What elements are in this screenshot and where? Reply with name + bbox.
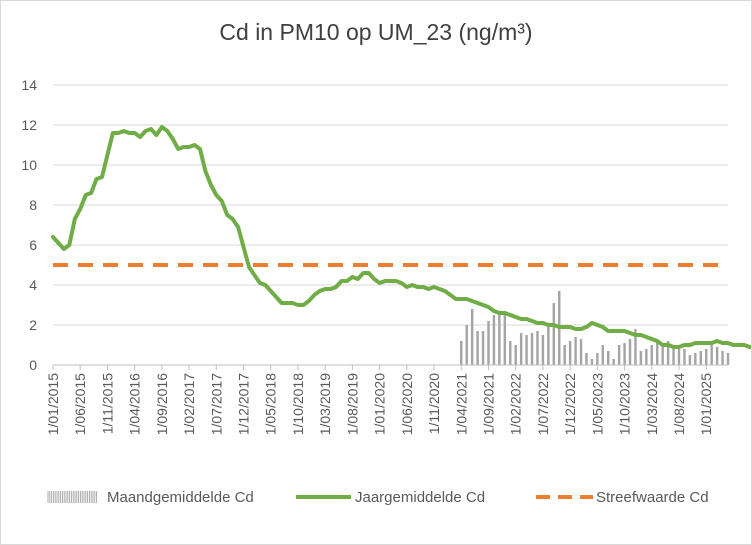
y-tick-label: 4 — [29, 277, 37, 293]
x-tick-label: 1/04/2016 — [127, 373, 143, 435]
bar-monthly — [476, 331, 479, 365]
x-tick-label: 1/01/2015 — [45, 373, 61, 435]
bar-monthly — [661, 343, 664, 365]
bar-monthly — [579, 339, 583, 365]
x-tick-label: 1/05/2018 — [263, 373, 279, 435]
x-tick-label: 1/10/2018 — [290, 373, 306, 435]
bar-monthly — [607, 351, 610, 365]
bar-monthly — [574, 337, 577, 365]
x-tick-label: 1/11/2015 — [99, 373, 115, 434]
bar-monthly — [705, 349, 708, 365]
bar-monthly — [590, 359, 594, 365]
bar-monthly — [530, 333, 534, 365]
bar-monthly — [601, 345, 605, 365]
bar-monthly — [645, 349, 648, 365]
x-tick-label: 1/09/2021 — [480, 373, 496, 435]
bar-monthly — [536, 331, 539, 365]
bar-monthly — [563, 345, 566, 365]
legend-label-monthly: Maandgemiddelde Cd — [107, 489, 254, 506]
y-tick-label: 6 — [29, 237, 37, 253]
bar-monthly — [492, 315, 496, 365]
bar-monthly — [541, 335, 545, 365]
y-tick-label: 10 — [21, 157, 37, 173]
bar-monthly — [715, 347, 719, 365]
bar-monthly — [509, 341, 512, 365]
x-tick-label: 1/12/2022 — [562, 373, 578, 435]
y-tick-label: 2 — [29, 317, 37, 333]
monthly-bars — [460, 291, 730, 365]
y-tick-label: 0 — [29, 357, 37, 373]
legend: Maandgemiddelde Cd Jaargemiddelde Cd Stree… — [47, 489, 709, 506]
bar-monthly — [465, 325, 468, 365]
bar-monthly — [628, 339, 632, 365]
x-tick-label: 1/01/2025 — [698, 373, 714, 435]
bar-monthly — [487, 321, 490, 365]
bar-monthly — [514, 345, 517, 365]
annual-line-group — [51, 125, 751, 349]
x-tick-label: 1/02/2022 — [508, 373, 524, 435]
bar-monthly — [710, 345, 713, 365]
bar-monthly — [634, 329, 637, 365]
bar-monthly — [503, 313, 507, 365]
bar-monthly — [656, 341, 659, 365]
x-tick-label: 1/02/2017 — [181, 373, 197, 435]
bar-monthly — [612, 359, 615, 365]
bar-monthly — [650, 345, 654, 365]
bar-monthly — [568, 341, 572, 365]
x-tick-label: 1/03/2019 — [317, 373, 333, 435]
bar-monthly — [552, 303, 556, 365]
bar-monthly — [596, 353, 599, 365]
x-tick-label: 1/08/2024 — [671, 373, 687, 435]
bar-monthly — [460, 341, 463, 365]
bar-monthly — [481, 331, 485, 365]
x-tick-label: 1/05/2023 — [589, 373, 605, 435]
bar-monthly — [683, 349, 686, 365]
x-tick-label: 1/09/2016 — [154, 373, 170, 435]
y-tick-label: 12 — [21, 117, 37, 133]
legend-label-annual: Jaargemiddelde Cd — [355, 489, 485, 506]
x-tick-label: 1/10/2023 — [617, 373, 633, 435]
x-tick-label: 1/06/2020 — [399, 373, 415, 435]
bar-monthly — [694, 353, 697, 365]
bar-monthly — [623, 343, 626, 365]
x-tick-label: 1/07/2017 — [208, 373, 224, 435]
bar-monthly — [726, 353, 730, 365]
bar-monthly — [617, 345, 621, 365]
x-tick-label: 1/03/2024 — [644, 373, 660, 435]
x-tick-label: 1/12/2017 — [236, 373, 252, 435]
annual-mean-line — [51, 125, 751, 349]
bar-monthly — [519, 333, 523, 365]
bar-monthly — [721, 351, 724, 365]
x-tick-label: 1/08/2019 — [344, 373, 360, 435]
bar-monthly — [688, 355, 692, 365]
x-tick-label: 1/01/2020 — [372, 373, 388, 435]
gridlines — [53, 84, 728, 326]
legend-swatch-monthly — [47, 491, 98, 503]
bar-monthly — [498, 313, 501, 365]
x-tick-label: 1/07/2022 — [535, 373, 551, 435]
bar-monthly — [470, 309, 474, 365]
bar-monthly — [525, 335, 528, 365]
bar-monthly — [585, 353, 588, 365]
y-tick-label: 8 — [29, 197, 37, 213]
bar-monthly — [699, 351, 703, 365]
chart-title: Cd in PM10 op UM_23 (ng/m³) — [219, 19, 533, 45]
axes: 0 2 4 6 8 10 12 14 1/01/2015 1/06/2015 1/11/2015 1/… — [21, 77, 728, 435]
bar-monthly — [672, 347, 675, 365]
x-tick-label: 1/04/2021 — [453, 373, 469, 435]
bar-monthly — [677, 345, 681, 365]
y-tick-label: 14 — [21, 77, 37, 93]
legend-label-target: Streefwaarde Cd — [596, 489, 709, 506]
bar-monthly — [547, 325, 550, 365]
bar-monthly — [639, 351, 643, 365]
x-tick-label: 1/06/2015 — [72, 373, 88, 435]
bar-monthly — [666, 341, 670, 365]
x-tick-label: 1/11/2020 — [426, 373, 442, 434]
